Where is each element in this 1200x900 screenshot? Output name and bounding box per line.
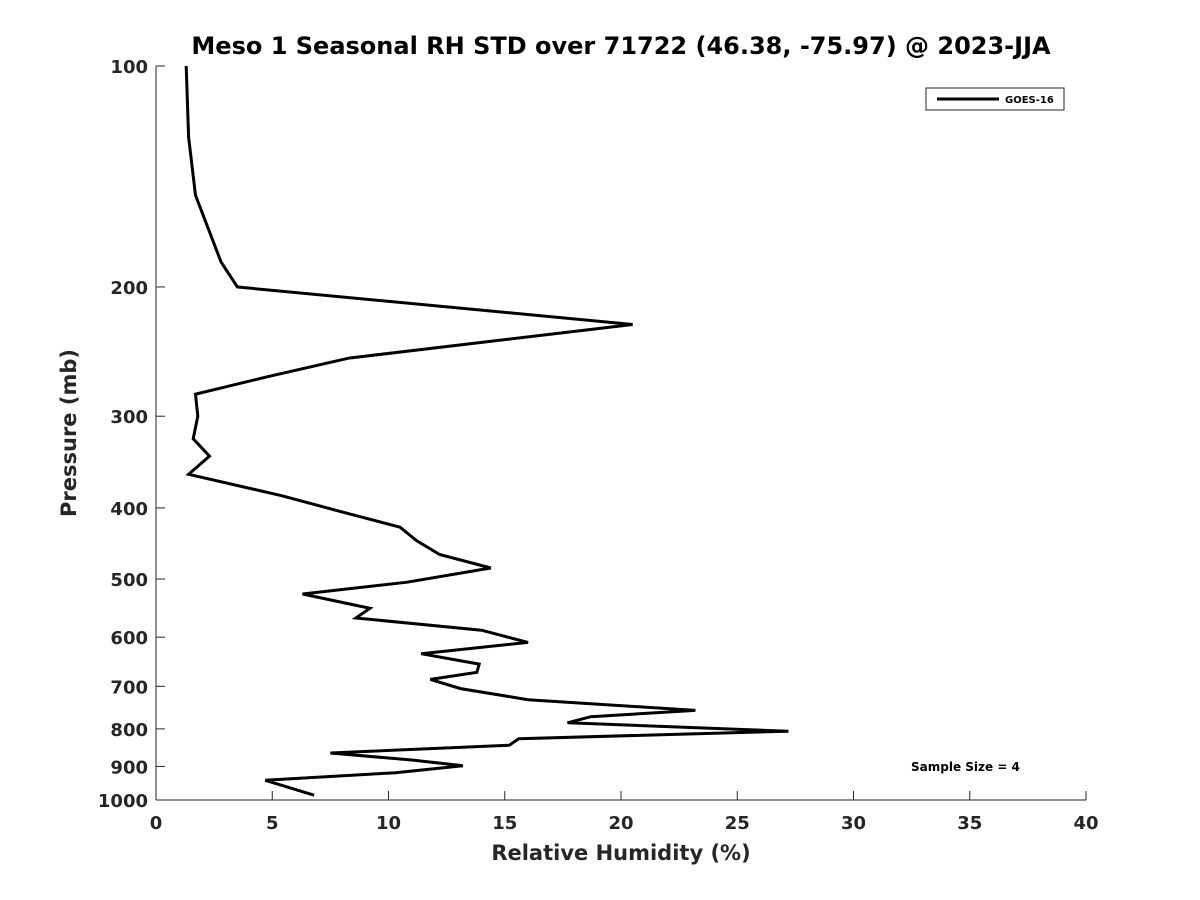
x-tick-label: 0: [150, 813, 163, 834]
x-tick-label: 10: [376, 813, 401, 834]
y-tick-label: 300: [110, 407, 148, 428]
y-axis-label: Pressure (mb): [57, 349, 81, 517]
y-tick-label: 500: [110, 570, 148, 591]
x-tick-label: 5: [266, 813, 279, 834]
sample-size-annotation: Sample Size = 4: [911, 760, 1020, 774]
y-tick-label: 700: [110, 677, 148, 698]
x-tick-label: 30: [841, 813, 866, 834]
series-layer: [184, 65, 789, 797]
x-tick-label: 40: [1073, 813, 1098, 834]
x-tick-label: 15: [492, 813, 517, 834]
legend-label: GOES-16: [1005, 95, 1054, 106]
series-line-0: [184, 65, 789, 797]
y-tick-label: 200: [110, 278, 148, 299]
x-tick-label: 35: [957, 813, 982, 834]
chart-title: Meso 1 Seasonal RH STD over 71722 (46.38…: [191, 32, 1051, 60]
ticks: 0 5 10 15 20 25 30 35 40 100 200 300 400 500 600 700 800…: [98, 57, 1099, 834]
x-axis-label: Relative Humidity (%): [491, 841, 750, 865]
legend: GOES-16: [925, 87, 1065, 111]
y-tick-label: 1000: [98, 791, 148, 812]
y-tick-label: 100: [110, 57, 148, 78]
x-tick-label: 25: [725, 813, 750, 834]
y-tick-label: 800: [110, 720, 148, 741]
x-tick-label: 20: [608, 813, 633, 834]
y-tick-label: 400: [110, 499, 148, 520]
y-tick-label: 600: [110, 628, 148, 649]
y-tick-label: 900: [110, 757, 148, 778]
